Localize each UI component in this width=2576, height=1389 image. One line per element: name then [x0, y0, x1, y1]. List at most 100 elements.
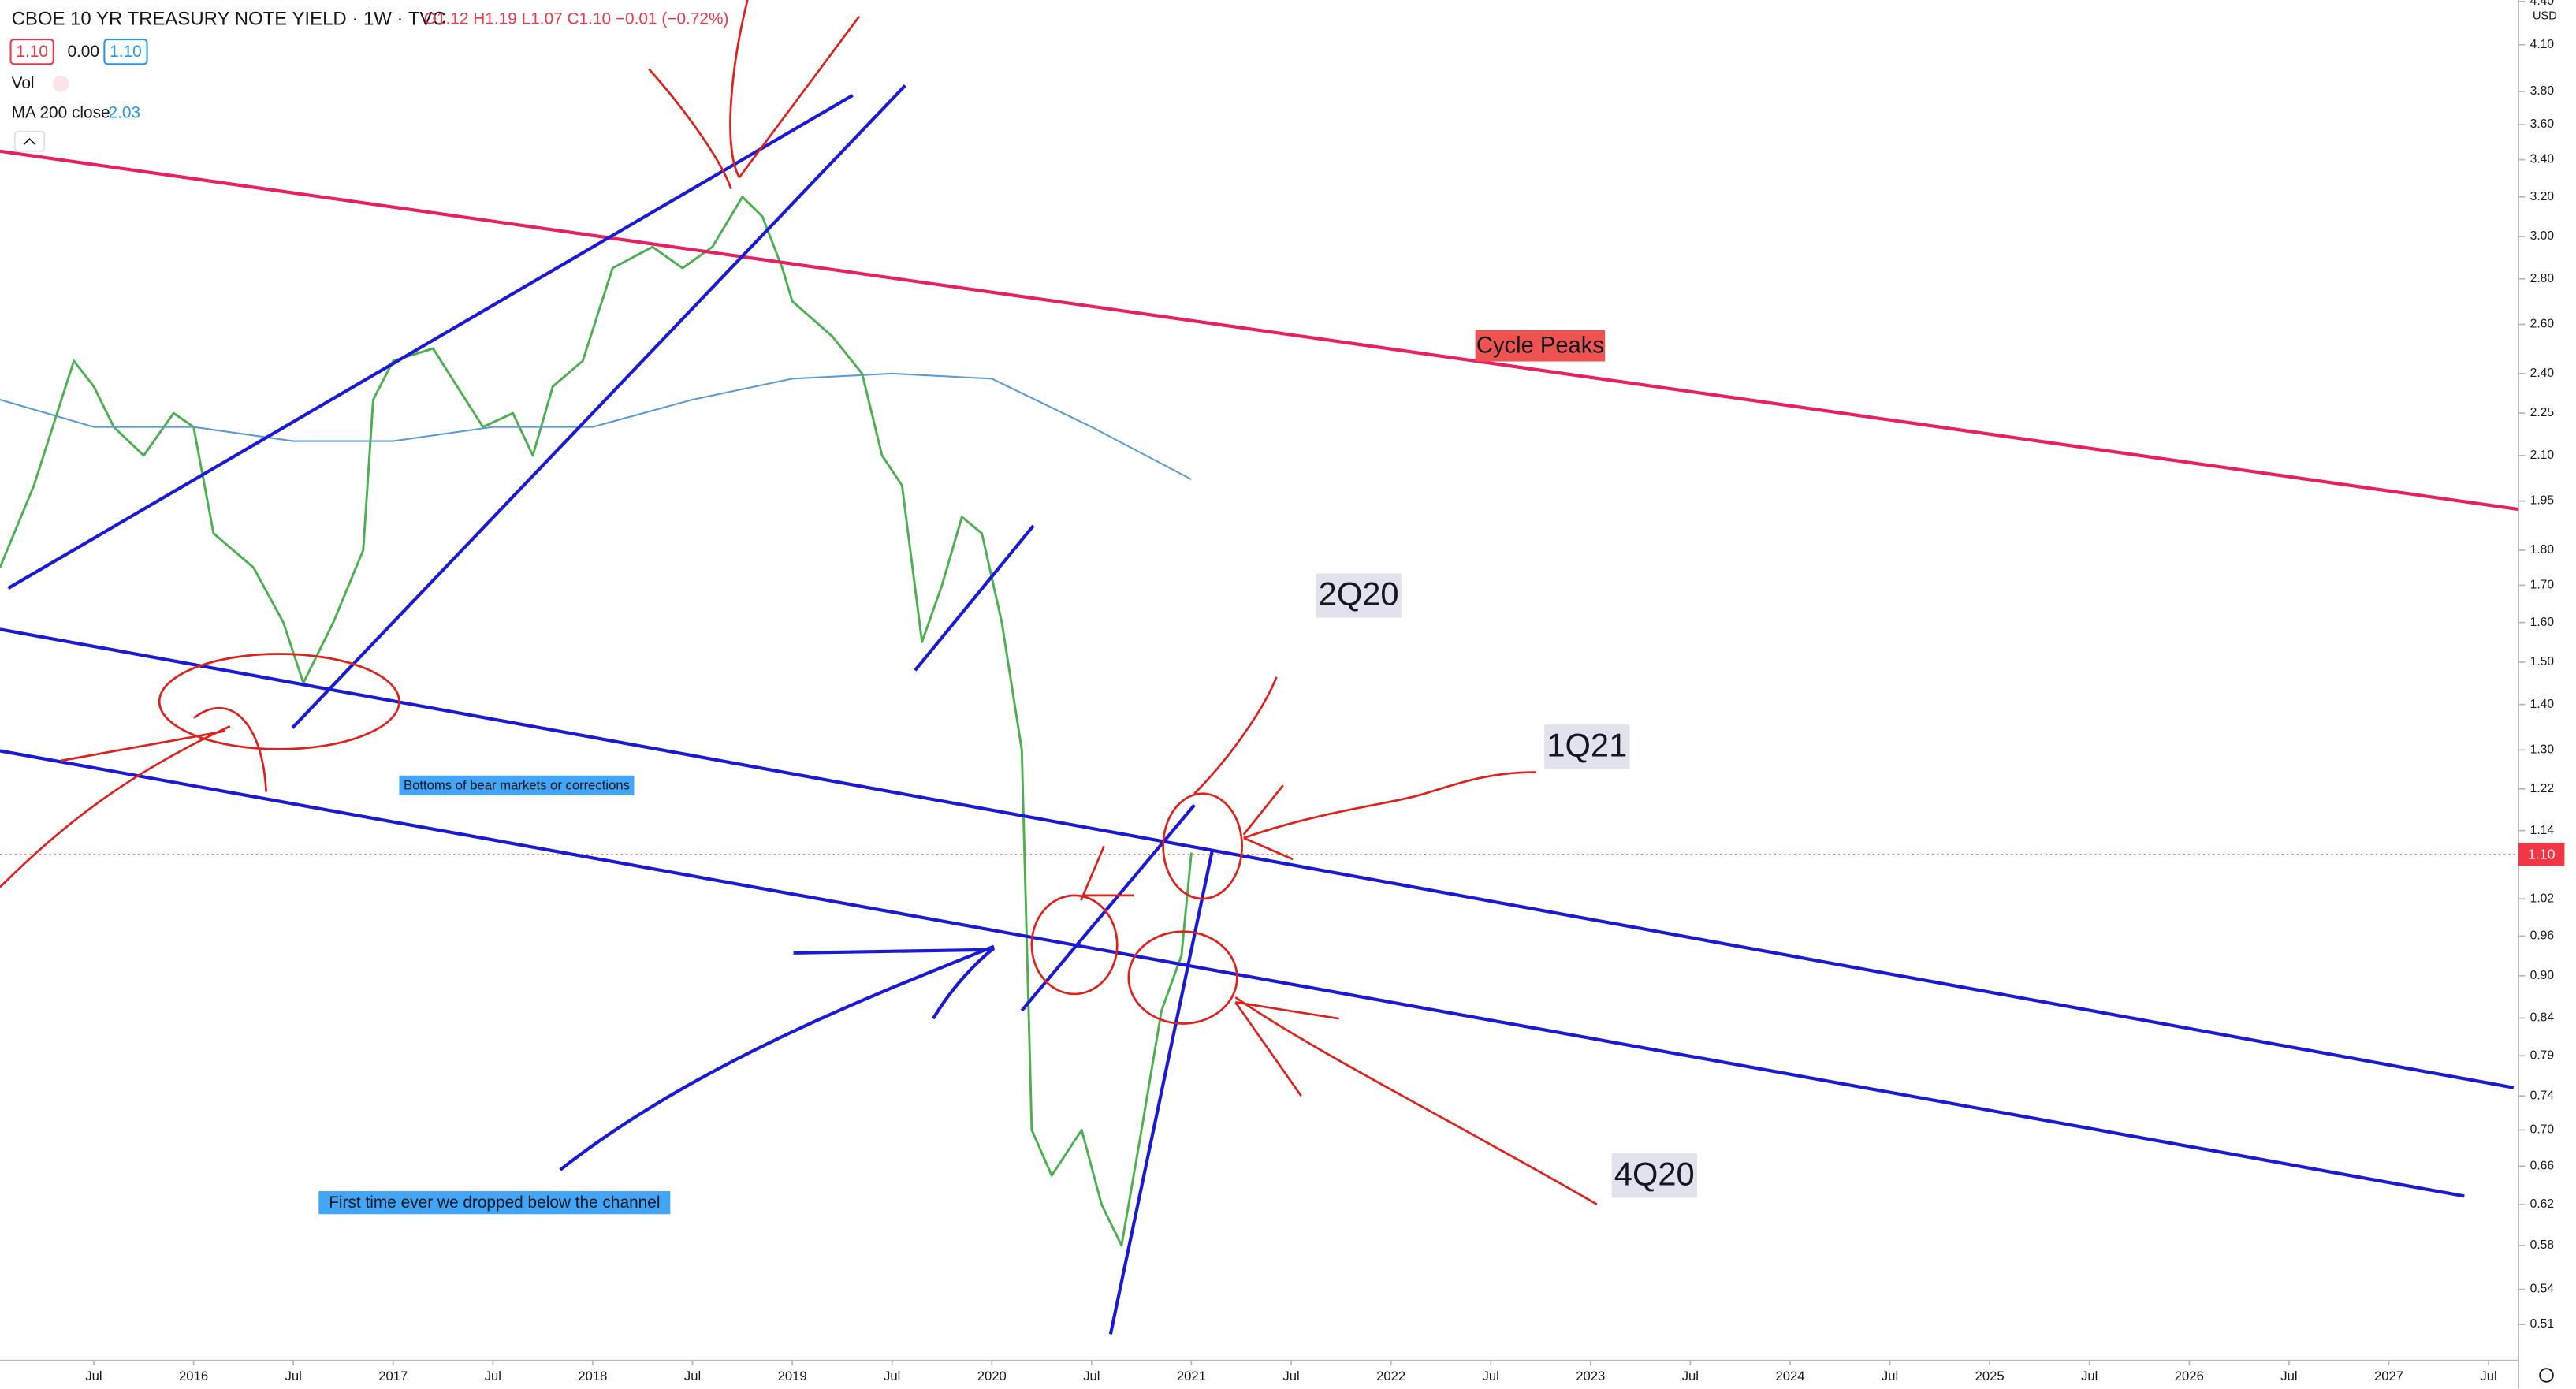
last-price-box [2518, 843, 2565, 866]
x-tick-label: Jul [2280, 1369, 2297, 1383]
spread: 0.00 [67, 43, 99, 61]
x-tick-label: 2019 [778, 1369, 807, 1383]
x-tick-label: 2025 [1975, 1369, 2005, 1383]
y-tick-label: 0.58 [2530, 1238, 2555, 1252]
y-tick-label: 1.02 [2530, 892, 2554, 905]
label-box [318, 1191, 671, 1215]
y-tick-label: 2.25 [2530, 406, 2555, 419]
series-layer [0, 196, 1193, 1247]
circle [158, 653, 400, 750]
y-tick-label: 2.60 [2530, 318, 2555, 331]
y-tick-label: 1.50 [2530, 655, 2555, 668]
y-tick-label: 1.60 [2530, 616, 2555, 629]
currency: USD [2533, 10, 2557, 23]
y-tick-label: 3.20 [2530, 190, 2555, 203]
y-tick-label: 1.40 [2530, 698, 2555, 711]
trendline [7, 94, 854, 590]
x-tick-label: Jul [1083, 1369, 1100, 1383]
y-tick-label: 0.54 [2530, 1283, 2555, 1296]
x-tick-label: Jul [684, 1369, 701, 1383]
trendline [1020, 803, 1196, 1012]
y-tick-label: 0.70 [2530, 1123, 2555, 1137]
drawings [0, 0, 2519, 1335]
annotation: Bottoms of bear markets or corrections [404, 778, 630, 793]
y-tick-label: 0.66 [2530, 1159, 2554, 1172]
annotation: 1Q21 [1547, 726, 1627, 763]
x-tick-label: Jul [884, 1369, 900, 1383]
y-tick-label: 0.74 [2530, 1089, 2555, 1102]
x-tick-label: Jul [1483, 1369, 1499, 1383]
x-tick-label: Jul [2480, 1369, 2496, 1383]
x-tick-label: Jul [2081, 1369, 2098, 1383]
x-tick-label: 2027 [2374, 1369, 2403, 1383]
circle [1030, 894, 1119, 996]
settings-button[interactable] [2539, 1368, 2554, 1383]
trendline [914, 524, 1035, 672]
annotation: 4Q20 [1614, 1155, 1695, 1192]
y-tick-label: 1.80 [2530, 543, 2555, 557]
label-box [399, 775, 635, 795]
y-tick-label: 0.84 [2530, 1011, 2555, 1025]
arrow [648, 0, 861, 190]
x-tick-label: Jul [1682, 1369, 1699, 1383]
label-box [1475, 330, 1606, 362]
circle [1162, 792, 1243, 900]
arrow [1080, 845, 1598, 1205]
collapse-button[interactable] [13, 130, 46, 152]
y-tick-label: 4.10 [2530, 38, 2555, 51]
y-tick-label: 1.70 [2530, 579, 2555, 592]
ohlc: O1.12 H1.19 L1.07 C1.10 −0.01 (−0.72%) [424, 10, 729, 28]
series-line [0, 196, 1193, 1247]
x-tick-label: 2018 [578, 1369, 607, 1383]
y-tick-label: 3.80 [2530, 84, 2555, 98]
x-tick-label: Jul [1882, 1369, 1898, 1383]
label-box [1316, 573, 1402, 618]
y-tick-label: 0.51 [2530, 1317, 2554, 1331]
y-tick-label: 2.40 [2530, 367, 2555, 380]
annotation: 2Q20 [1319, 575, 1399, 613]
legend-value: 2.03 [109, 103, 141, 121]
label-box [1544, 724, 1630, 769]
y-tick-label: 1.30 [2530, 743, 2555, 756]
annotation: First time ever we dropped below the cha… [329, 1193, 660, 1212]
x-tick-label: Jul [85, 1369, 102, 1383]
vol-label: Vol [12, 74, 35, 92]
y-tick-label: 3.60 [2530, 117, 2555, 131]
series-line [0, 372, 1192, 481]
warning-icon[interactable] [52, 75, 69, 92]
ask-box [103, 38, 148, 65]
y-tick-label: 1.95 [2530, 494, 2555, 508]
y-tick-label: 1.22 [2530, 782, 2554, 795]
y-tick-label: 3.00 [2530, 229, 2555, 243]
y-tick-label: 4.40 [2530, 0, 2555, 8]
bid: 1.10 [16, 43, 48, 61]
y-tick-label: 0.96 [2530, 929, 2554, 943]
arrow [0, 706, 267, 888]
y-tick-label: 2.80 [2530, 272, 2555, 285]
symbol-title: CBOE 10 YR TREASURY NOTE YIELD · 1W · TV… [12, 8, 446, 29]
trendline [1108, 849, 1215, 1335]
x-tick-label: 2021 [1177, 1369, 1206, 1383]
x-tick-label: Jul [1282, 1369, 1299, 1383]
x-tick-label: 2023 [1576, 1369, 1605, 1383]
arrow [559, 944, 996, 1171]
arrow [1193, 676, 1536, 861]
y-tick-label: 1.14 [2530, 824, 2555, 837]
legend-entry: MA 200 close [12, 103, 110, 121]
circle [1127, 930, 1238, 1025]
x-tick-label: Jul [485, 1369, 501, 1383]
y-tick-label: 0.90 [2530, 969, 2555, 982]
x-tick-label: 2024 [1775, 1369, 1804, 1383]
y-tick-label: 3.40 [2530, 153, 2555, 166]
cycle-peaks-line [0, 149, 2519, 512]
collapse-icon [23, 137, 36, 146]
channel-upper [0, 627, 2515, 1089]
y-tick-label: 2.10 [2530, 449, 2555, 462]
x-tick-label: 2016 [179, 1369, 208, 1383]
y-tick-label: 0.62 [2530, 1197, 2554, 1211]
channel-lower [0, 749, 2465, 1198]
annotation: Cycle Peaks [1476, 333, 1604, 358]
